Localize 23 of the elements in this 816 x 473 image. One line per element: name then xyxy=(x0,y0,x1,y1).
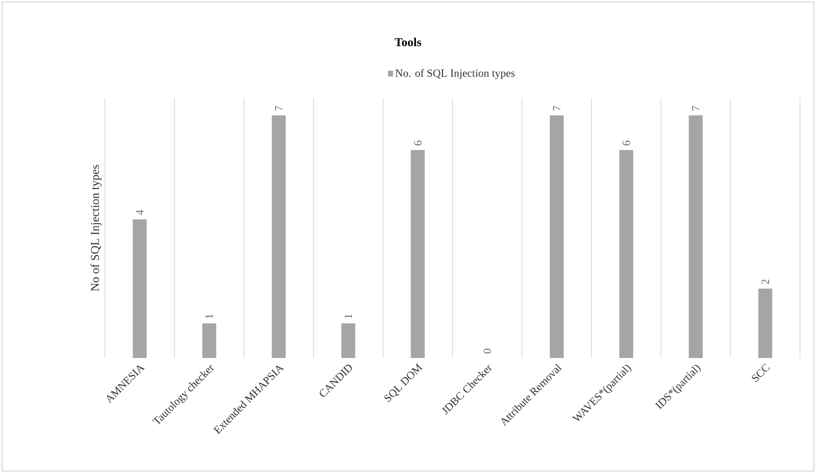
bar xyxy=(341,323,356,358)
bar xyxy=(758,288,772,358)
data-label: 2 xyxy=(762,280,769,284)
data-label: 7 xyxy=(275,106,282,110)
bar xyxy=(202,323,216,358)
data-label: 7 xyxy=(553,106,560,110)
data-label: 7 xyxy=(692,106,700,110)
bar xyxy=(272,115,286,358)
legend-label: No. of SQL Injection types xyxy=(395,69,515,80)
bar xyxy=(132,219,147,358)
y-axis-title: No of SQL Injection types xyxy=(90,165,102,292)
bar xyxy=(410,150,425,358)
bar xyxy=(619,150,634,358)
data-label: 1 xyxy=(206,314,213,318)
data-label: 4 xyxy=(136,210,144,215)
data-label: 6 xyxy=(622,140,630,146)
data-label: 1 xyxy=(344,314,352,318)
data-label: 6 xyxy=(414,140,422,146)
bar xyxy=(550,115,564,358)
data-label: 0 xyxy=(484,348,491,354)
x-tick-label: SCC xyxy=(752,364,770,382)
chart-title: Tools xyxy=(394,38,422,46)
bar xyxy=(688,115,703,358)
